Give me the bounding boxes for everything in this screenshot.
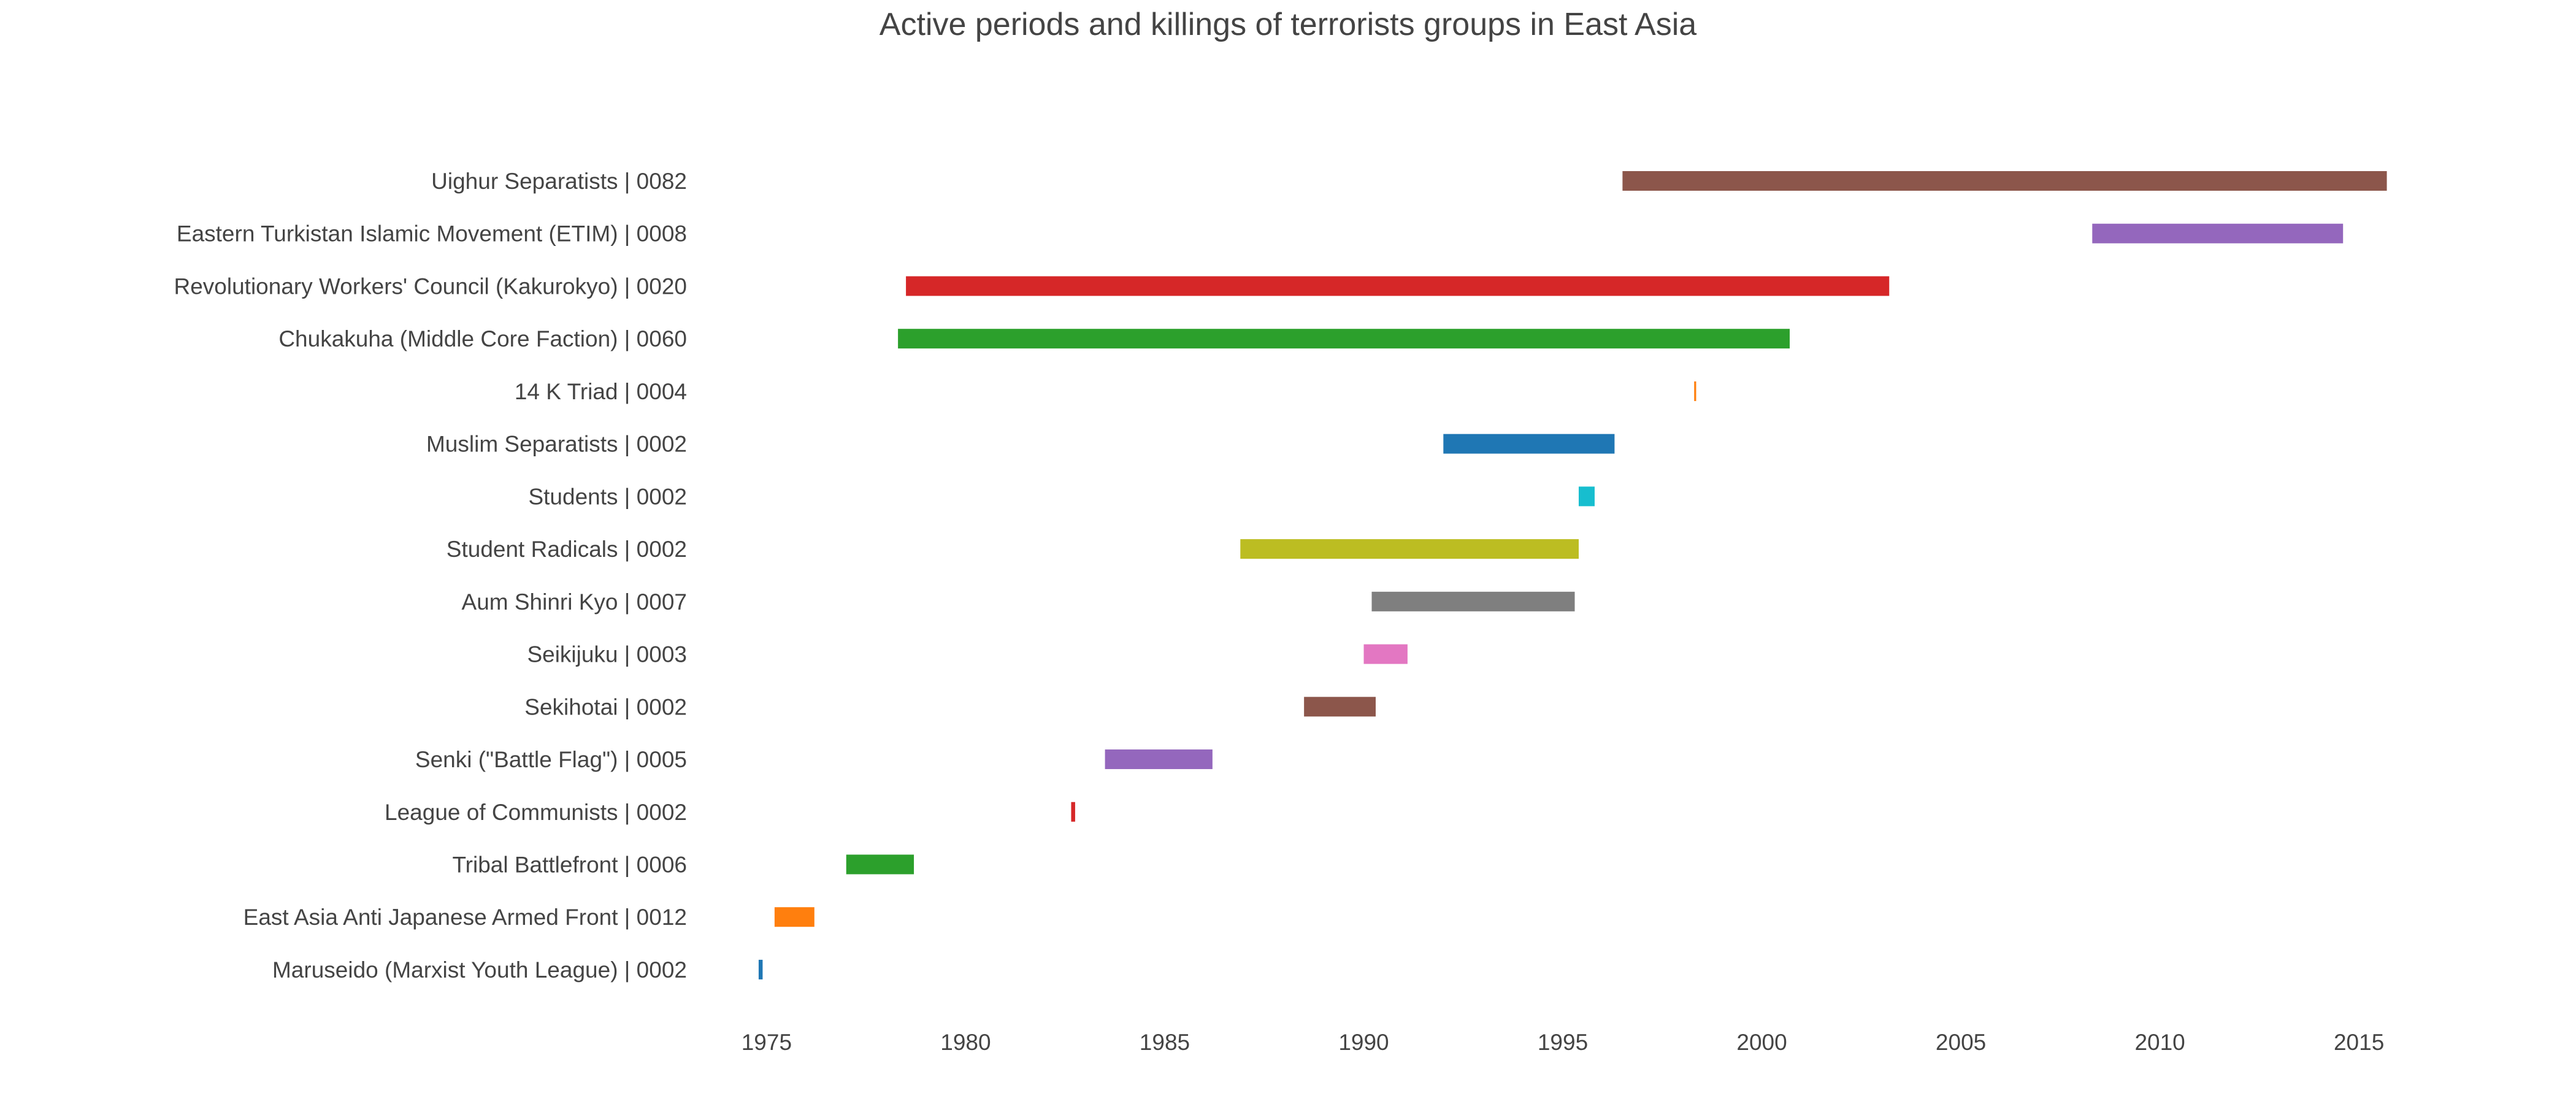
x-tick-label: 2010: [2134, 1030, 2185, 1055]
timeline-bar[interactable]: [1240, 539, 1579, 559]
category-label: Maruseido (Marxist Youth League) | 0002: [272, 957, 687, 983]
x-tick-label: 2005: [1936, 1030, 1986, 1055]
category-label: Student Radicals | 0002: [447, 537, 687, 562]
x-tick-label: 1995: [1538, 1030, 1588, 1055]
timeline-bar[interactable]: [906, 276, 1890, 296]
category-label: Uighur Separatists | 0082: [431, 169, 687, 194]
category-label: Senki ("Battle Flag") | 0005: [415, 747, 687, 772]
x-tick-label: 1975: [742, 1030, 792, 1055]
category-label: 14 K Triad | 0004: [515, 379, 687, 404]
category-label: East Asia Anti Japanese Armed Front | 00…: [243, 905, 687, 930]
timeline-bar[interactable]: [2092, 223, 2344, 243]
x-tick-label: 1985: [1140, 1030, 1190, 1055]
timeline-bar[interactable]: [846, 854, 914, 875]
category-label: Students | 0002: [528, 484, 687, 509]
timeline-bar[interactable]: [1622, 171, 2387, 191]
category-label: Tribal Battlefront | 0006: [452, 852, 687, 877]
category-label: Muslim Separatists | 0002: [426, 432, 687, 457]
timeline-bar[interactable]: [1578, 486, 1595, 507]
category-label: Chukakuha (Middle Core Faction) | 0060: [278, 326, 687, 351]
timeline-bar[interactable]: [1105, 749, 1213, 770]
timeline-bar[interactable]: [758, 959, 763, 979]
x-tick-label: 2015: [2334, 1030, 2384, 1055]
x-tick-label: 2000: [1736, 1030, 1787, 1055]
category-label: Sekihotai | 0002: [524, 694, 687, 719]
timeline-bar[interactable]: [1071, 802, 1075, 822]
category-label: Revolutionary Workers' Council (Kakuroky…: [174, 274, 687, 299]
timeline-bar[interactable]: [1371, 591, 1575, 611]
timeline-bar[interactable]: [1304, 697, 1376, 717]
chart-title: Active periods and killings of terrorist…: [879, 7, 1697, 42]
x-tick-label: 1980: [940, 1030, 991, 1055]
timeline-bar[interactable]: [898, 329, 1790, 349]
timeline-bar[interactable]: [1694, 381, 1696, 401]
category-label: Seikijuku | 0003: [527, 642, 687, 667]
category-label: Eastern Turkistan Islamic Movement (ETIM…: [177, 221, 687, 247]
category-label: League of Communists | 0002: [385, 800, 687, 825]
x-tick-label: 1990: [1338, 1030, 1389, 1055]
timeline-bar[interactable]: [1443, 434, 1615, 454]
category-label: Aum Shinri Kyo | 0007: [462, 589, 687, 615]
timeline-bar[interactable]: [1363, 644, 1408, 664]
timeline-bar[interactable]: [774, 907, 815, 927]
